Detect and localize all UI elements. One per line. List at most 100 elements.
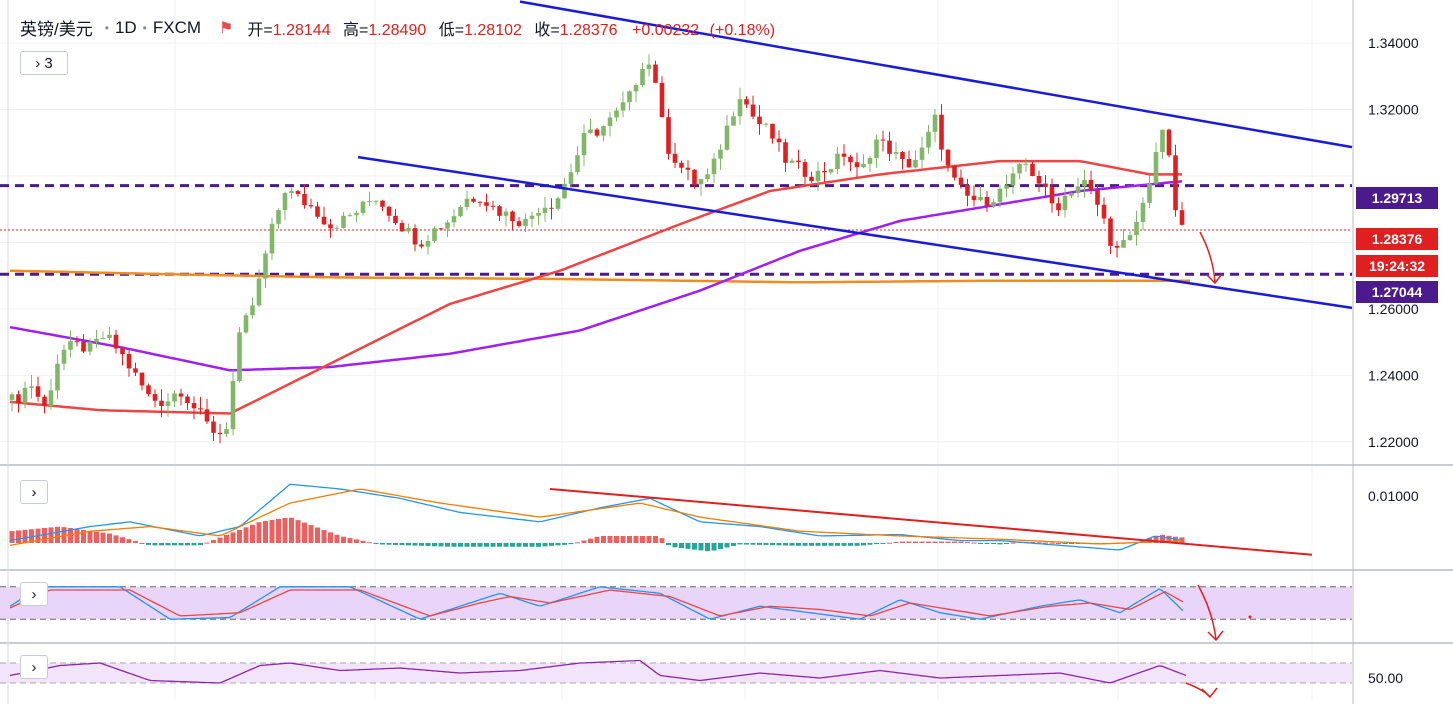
macd-histogram-bar — [224, 534, 229, 543]
macd-pane — [9, 483, 1313, 556]
macd-histogram-bar — [815, 543, 821, 546]
macd-histogram-bar — [906, 541, 912, 543]
indicators-count: 3 — [44, 55, 53, 72]
candle-up — [523, 218, 528, 226]
macd-histogram-bar — [29, 529, 34, 543]
candle-down — [159, 400, 164, 406]
macd-histogram-bar — [503, 543, 509, 547]
candle-up — [269, 223, 275, 254]
candle-up — [432, 228, 437, 241]
indicators-toggle-button[interactable]: › 3 — [20, 51, 68, 75]
macd-histogram-bar — [542, 543, 548, 547]
macd-histogram-bar — [971, 542, 977, 544]
symbol-legend: 英镑/美元 • 1D • FXCM ⚑ 开=1.28144 高=1.28490 … — [20, 15, 775, 40]
lower-level-price-tag[interactable]: 1.27044 — [1356, 281, 1438, 303]
candle-down — [802, 162, 808, 177]
macd-histogram-bar — [152, 543, 158, 546]
high-label: 高= — [343, 21, 369, 39]
candle-down — [315, 206, 320, 217]
interval-label[interactable]: 1D — [114, 17, 137, 37]
candle-up — [1147, 183, 1152, 203]
y-axis-ticks: 1.34000 1.32000 1.26000 1.24000 1.22000 0.010… — [1368, 35, 1419, 686]
macd-histogram-bar — [172, 543, 177, 546]
macd-histogram-bar — [672, 543, 678, 548]
candle-down — [490, 205, 496, 207]
macd-histogram-bar — [783, 543, 788, 546]
macd-histogram-bar — [1173, 536, 1178, 543]
candle-down — [438, 228, 444, 230]
macd-histogram-bar — [614, 535, 619, 543]
macd-histogram-bar — [900, 541, 905, 543]
candle-up — [367, 201, 372, 203]
macd-histogram-bar — [22, 529, 28, 543]
macd-histogram-bar — [536, 543, 541, 547]
arrow-annotations[interactable] — [1185, 231, 1252, 699]
candle-up — [1160, 129, 1165, 153]
macd-histogram-bar — [230, 532, 236, 543]
macd-histogram-bar — [360, 540, 366, 543]
macd-histogram-bar — [458, 543, 463, 547]
channel-trend-line — [357, 155, 1353, 310]
candle-up — [640, 69, 645, 86]
macd-histogram-bar — [952, 541, 957, 543]
macd-histogram-bar — [744, 543, 749, 545]
candle-up — [542, 207, 548, 214]
macd-histogram-bar — [581, 540, 587, 543]
candle-down — [672, 153, 678, 163]
channel-lines[interactable] — [357, 0, 1353, 310]
candle-up — [334, 227, 340, 229]
macd-toggle-button[interactable]: › — [20, 480, 48, 504]
macd-histogram-bar — [1004, 543, 1009, 544]
candle-down — [776, 138, 782, 143]
candle-up — [87, 342, 93, 352]
macd-histogram-bar — [627, 535, 632, 543]
candle-down — [958, 177, 964, 185]
macd-histogram-bar — [438, 543, 444, 547]
candle-up — [341, 215, 346, 228]
upper-level-price-tag[interactable]: 1.29713 — [1356, 187, 1438, 209]
candle-down — [217, 432, 223, 434]
candle-up — [503, 211, 509, 216]
macd-histogram-bar — [1030, 542, 1035, 544]
candle-up — [354, 212, 359, 216]
macd-histogram-bar — [562, 543, 567, 545]
rsi-toggle-button[interactable]: › — [20, 655, 48, 679]
macd-histogram-bar — [445, 543, 450, 547]
candle-up — [991, 202, 996, 206]
candle-down — [133, 368, 138, 373]
macd-histogram-bar — [718, 543, 723, 549]
macd-histogram-bar — [68, 528, 73, 543]
macd-histogram-bar — [289, 517, 294, 543]
macd-histogram-bar — [1160, 534, 1165, 543]
macd-histogram-bar — [607, 535, 613, 543]
candle-down — [971, 195, 977, 201]
macd-histogram-bar — [848, 543, 853, 546]
macd-histogram-bar — [464, 543, 470, 547]
macd-histogram-bar — [880, 543, 886, 544]
source-label: FXCM — [152, 17, 202, 37]
candle-up — [1069, 192, 1074, 196]
macd-histogram-bar — [919, 541, 925, 543]
y-tick-label: 1.24000 — [1368, 367, 1419, 383]
arrow-annotation — [1199, 231, 1216, 284]
candle-down — [1088, 179, 1094, 191]
macd-histogram-bar — [835, 543, 840, 546]
candle-up — [451, 216, 457, 223]
candle-up — [620, 102, 626, 111]
candle-down — [1030, 163, 1035, 177]
macd-histogram-bar — [516, 543, 522, 547]
ma_mid-line — [9, 180, 1183, 372]
candle-down — [126, 354, 132, 369]
macd-histogram-bar — [107, 533, 112, 543]
candle-down — [419, 244, 424, 247]
candle-up — [919, 147, 925, 160]
flag-icon[interactable]: ⚑ — [219, 19, 234, 37]
macd-histogram-bar — [282, 517, 288, 543]
candle-down — [757, 116, 762, 124]
candle-up — [425, 240, 431, 247]
candle-up — [588, 129, 593, 133]
symbol-name[interactable]: 英镑/美元 — [20, 20, 93, 39]
stoch-toggle-button[interactable]: › — [20, 582, 48, 606]
macd-histogram-bar — [139, 543, 145, 544]
